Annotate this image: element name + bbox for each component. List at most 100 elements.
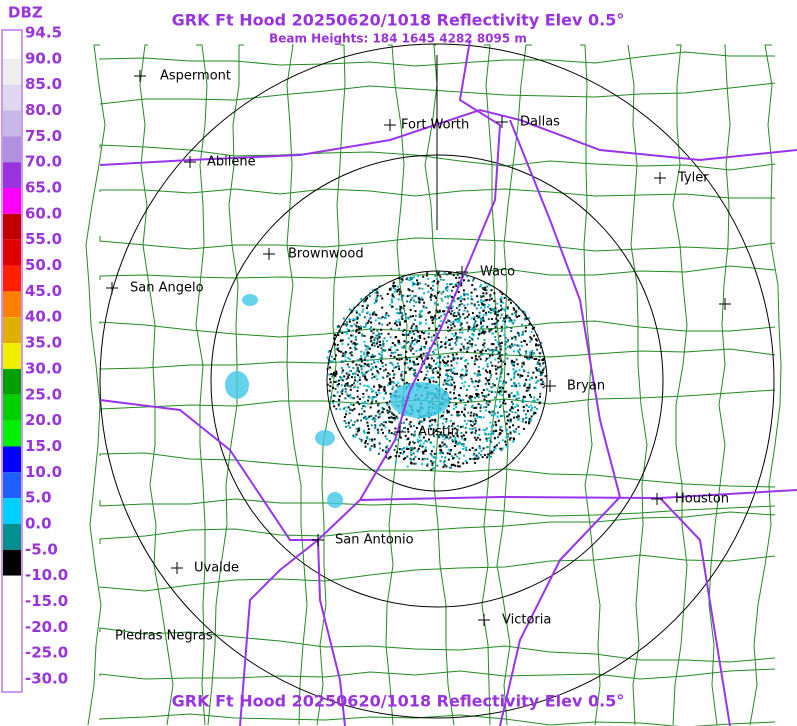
- echo: [426, 370, 429, 373]
- county-line: [99, 236, 776, 252]
- echo: [457, 291, 460, 293]
- echo: [505, 443, 508, 446]
- echo: [363, 429, 366, 432]
- echo: [477, 457, 480, 459]
- echo: [375, 314, 378, 317]
- echo: [345, 413, 347, 416]
- echo: [346, 363, 349, 366]
- echo: [453, 372, 456, 375]
- echo: [430, 298, 433, 301]
- echo: [448, 310, 451, 313]
- echo: [335, 370, 338, 373]
- echo: [436, 311, 439, 314]
- echo: [398, 365, 400, 368]
- echo: [543, 361, 546, 364]
- echo: [454, 438, 457, 441]
- echo: [449, 391, 452, 394]
- city-label: Waco: [480, 265, 515, 280]
- echo: [476, 324, 479, 327]
- echo: [379, 424, 382, 427]
- echo: [374, 424, 377, 427]
- echo: [426, 463, 429, 466]
- echo: [326, 356, 329, 359]
- echo: [448, 466, 451, 469]
- echo: [389, 408, 391, 411]
- echo: [375, 391, 377, 394]
- echo: [413, 434, 416, 437]
- echo: [500, 296, 503, 299]
- echo: [410, 367, 413, 370]
- echo: [431, 467, 434, 470]
- echo: [345, 372, 348, 375]
- echo: [487, 381, 490, 384]
- echo: [482, 389, 485, 391]
- legend-label: 50.0: [25, 256, 62, 274]
- echo: [362, 396, 365, 399]
- echo: [342, 352, 345, 355]
- echo: [464, 365, 467, 367]
- echo: [367, 399, 370, 402]
- echo: [376, 342, 378, 345]
- echo: [402, 458, 405, 461]
- echo: [354, 336, 357, 338]
- echo: [485, 313, 488, 316]
- echo: [413, 374, 416, 377]
- echo: [459, 316, 462, 318]
- echo: [411, 339, 414, 342]
- echo: [356, 401, 359, 404]
- legend-swatch: [3, 549, 21, 576]
- echo: [442, 452, 445, 455]
- echo: [490, 425, 493, 428]
- echo: [457, 442, 460, 445]
- echo: [383, 337, 386, 340]
- echo: [436, 292, 439, 295]
- echo: [535, 343, 538, 346]
- echo: [538, 352, 541, 355]
- echo: [350, 340, 353, 343]
- echo: [502, 380, 505, 383]
- echo: [444, 346, 447, 349]
- echo: [378, 442, 381, 445]
- echo: [528, 417, 531, 420]
- echo: [507, 345, 509, 348]
- echo: [389, 381, 392, 383]
- echo: [355, 328, 358, 331]
- echo: [482, 428, 485, 431]
- echo: [337, 404, 340, 407]
- echo: [418, 349, 421, 351]
- echo: [518, 348, 521, 351]
- echo: [478, 315, 481, 318]
- echo: [425, 352, 428, 355]
- echo: [392, 285, 395, 287]
- echo: [401, 429, 404, 432]
- echo: [460, 322, 463, 325]
- echo: [384, 314, 387, 317]
- echo: [344, 384, 347, 387]
- echo: [458, 281, 461, 284]
- echo: [393, 433, 396, 436]
- echo: [508, 320, 511, 323]
- echo: [389, 336, 392, 339]
- echo: [475, 448, 478, 451]
- echo: [408, 368, 411, 370]
- echo: [435, 296, 437, 299]
- echo: [468, 340, 471, 343]
- echo: [414, 328, 417, 330]
- echo: [468, 396, 471, 399]
- echo: [372, 416, 375, 419]
- echo: [420, 428, 423, 431]
- echo: [347, 343, 350, 346]
- echo: [478, 314, 481, 317]
- echo: [489, 307, 492, 310]
- echo: [439, 373, 441, 376]
- echo: [432, 380, 435, 383]
- echo: [473, 350, 476, 353]
- echo: [432, 445, 435, 448]
- echo: [343, 353, 346, 356]
- echo: [459, 394, 462, 397]
- echo: [413, 462, 416, 465]
- echo: [528, 383, 531, 386]
- echo: [456, 372, 459, 375]
- echo: [509, 421, 512, 424]
- echo: [485, 440, 488, 442]
